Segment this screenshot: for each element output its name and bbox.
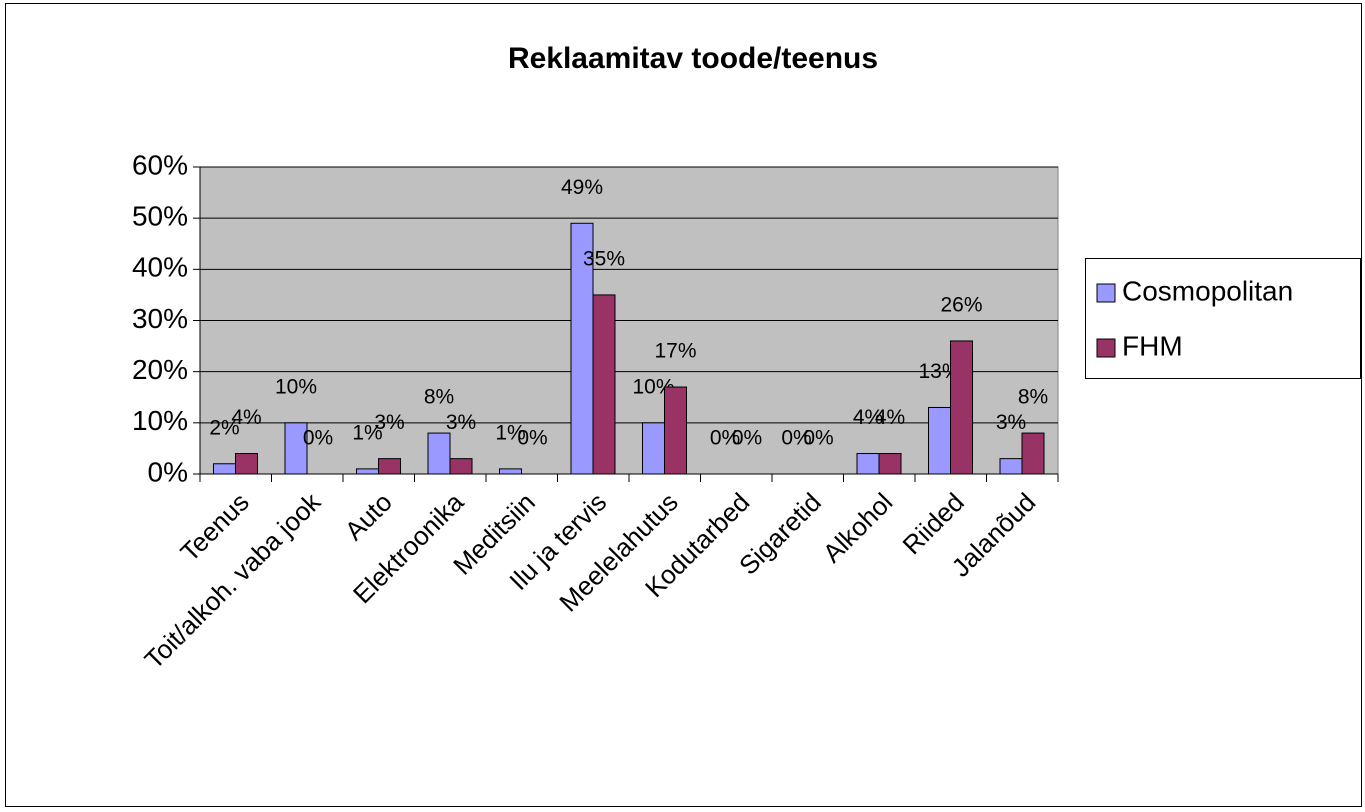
bar <box>499 468 522 475</box>
value-label: 3% <box>446 411 476 434</box>
legend-box <box>1085 258 1361 379</box>
value-label: 49% <box>561 176 603 199</box>
y-tick-label: 60% <box>132 149 188 180</box>
bar <box>642 422 665 475</box>
legend-swatch <box>1096 338 1116 358</box>
value-label: 4% <box>875 406 905 429</box>
value-label: 0% <box>732 427 762 450</box>
bar <box>449 458 473 475</box>
bar <box>284 422 308 475</box>
value-label: 1% <box>495 421 525 444</box>
y-tick-label: 10% <box>132 405 188 436</box>
legend-label: Cosmopolitan <box>1122 275 1293 306</box>
value-label: 8% <box>1018 386 1048 409</box>
bar <box>378 458 401 475</box>
value-label: 4% <box>231 406 261 429</box>
bar <box>213 463 236 475</box>
value-label: 0% <box>803 427 833 450</box>
value-label: 0% <box>303 427 333 450</box>
value-label: 8% <box>424 386 454 409</box>
value-label: 3% <box>374 411 404 434</box>
value-label: 1% <box>352 421 382 444</box>
bar <box>878 453 902 475</box>
bar <box>928 406 951 475</box>
value-label: 26% <box>940 294 982 317</box>
bar <box>950 340 973 475</box>
y-tick-label: 20% <box>132 354 188 385</box>
value-label: 35% <box>583 247 625 270</box>
value-label: 10% <box>275 375 317 398</box>
legend: Cosmopolitan FHM <box>1085 258 1361 379</box>
bar <box>592 294 616 475</box>
chart-title: Reklaamitav toode/teenus <box>508 42 878 75</box>
bar <box>664 386 687 475</box>
legend-swatch <box>1096 283 1116 303</box>
bar <box>427 432 451 475</box>
bar <box>235 453 258 475</box>
legend-label: FHM <box>1122 330 1183 361</box>
value-label: 17% <box>654 340 696 363</box>
y-tick-label: 0% <box>148 456 188 487</box>
bar <box>856 453 880 475</box>
value-label: 0% <box>710 427 740 450</box>
y-tick-label: 50% <box>132 201 188 232</box>
y-tick-label: 30% <box>132 303 188 334</box>
bar <box>1021 432 1045 475</box>
value-label: 2% <box>209 416 239 439</box>
y-tick-label: 40% <box>132 252 188 283</box>
value-label: 4% <box>853 406 883 429</box>
bar <box>356 468 379 475</box>
bar <box>999 458 1023 475</box>
value-label: 3% <box>996 411 1026 434</box>
value-label: 0% <box>781 427 811 450</box>
value-label: 0% <box>517 427 547 450</box>
